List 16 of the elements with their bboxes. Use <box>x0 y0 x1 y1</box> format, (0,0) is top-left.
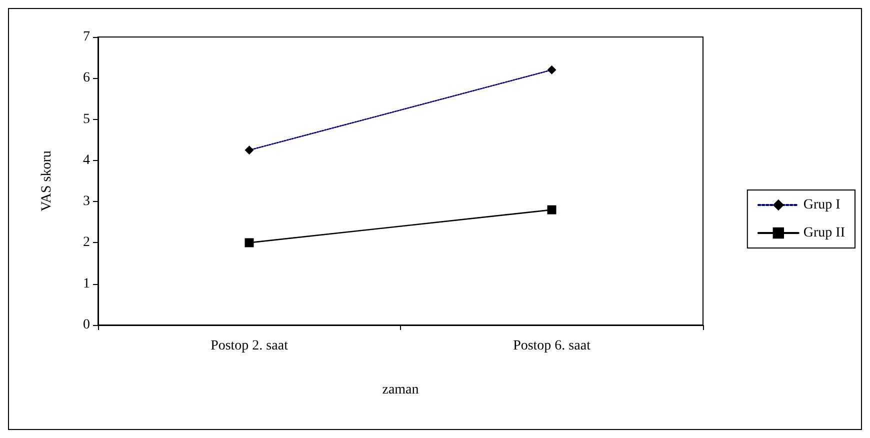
y-axis-title: VAS skoru <box>40 150 54 212</box>
y-tick-label: 6 <box>83 70 90 86</box>
y-tick-label: 4 <box>83 152 90 168</box>
y-tick-label: 2 <box>83 235 90 250</box>
y-tick-label: 0 <box>83 318 90 332</box>
point <box>244 238 254 248</box>
x-axis-title: zaman <box>382 382 419 398</box>
y-tick-label: 5 <box>83 112 90 127</box>
x-tick-label: Postop 6. saat <box>513 338 591 354</box>
point <box>547 205 556 214</box>
legend-label: Grup I <box>803 198 841 212</box>
y-tick-label: 3 <box>83 194 90 210</box>
y-tick-label: 7 <box>83 30 90 44</box>
x-tick-label: Postop 2. saat <box>210 338 288 354</box>
legend-label: Grup II <box>803 226 846 240</box>
y-tick-label: 1 <box>83 276 90 292</box>
